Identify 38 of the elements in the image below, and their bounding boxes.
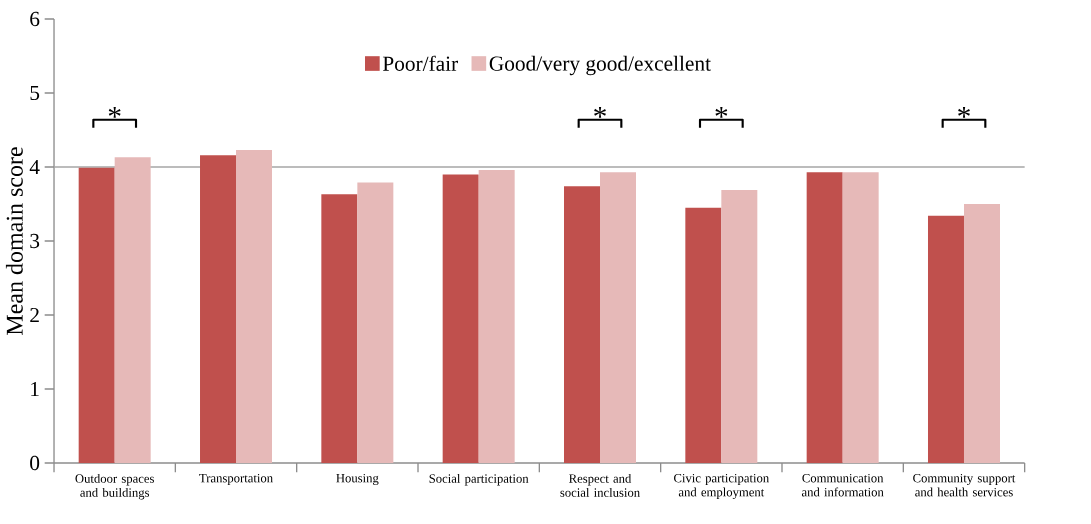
x-tick-label: Housing	[336, 473, 379, 486]
x-tick-label: Social participation	[429, 473, 529, 486]
bar	[78, 167, 115, 463]
annotation: *	[715, 106, 728, 118]
bar	[478, 169, 515, 463]
annotation: *	[108, 106, 121, 118]
bar	[114, 157, 151, 463]
x-tick-label: Communication and information	[801, 473, 884, 497]
bar	[200, 155, 237, 463]
y-axis-title: Mean domain score	[5, 147, 23, 335]
y-tick-label: 5	[30, 85, 40, 101]
bar	[685, 207, 722, 463]
x-tick-label: Community support and health services	[913, 473, 1016, 497]
y-tick-label: 0	[30, 455, 40, 471]
x-tick-label: Outdoor spaces and buildings	[75, 473, 154, 500]
bar	[842, 172, 879, 463]
annotation: *	[594, 106, 606, 118]
y-tick-label: 1	[31, 381, 39, 397]
y-tick-label: 4	[29, 159, 40, 175]
x-tick-label: Respect and social inclusion	[560, 473, 640, 497]
bar	[928, 215, 964, 463]
bar	[442, 174, 479, 463]
y-tick-label: 6	[30, 11, 40, 27]
bar	[321, 194, 358, 463]
legend-label: Poor/fair	[382, 55, 458, 71]
legend-label: Good/very good/excellent	[489, 55, 711, 76]
bar	[721, 189, 758, 463]
x-tick-label: Transportation	[199, 473, 273, 485]
annotation: *	[958, 106, 970, 118]
y-tick-label: 2	[30, 307, 39, 323]
y-tick-label: 3	[30, 233, 40, 249]
bar	[236, 149, 273, 463]
bar	[564, 186, 600, 463]
bar	[963, 203, 1000, 463]
bar	[806, 172, 843, 463]
x-tick-label: Civic participation and employment	[674, 473, 769, 500]
bar	[600, 172, 636, 463]
bar	[357, 182, 394, 463]
